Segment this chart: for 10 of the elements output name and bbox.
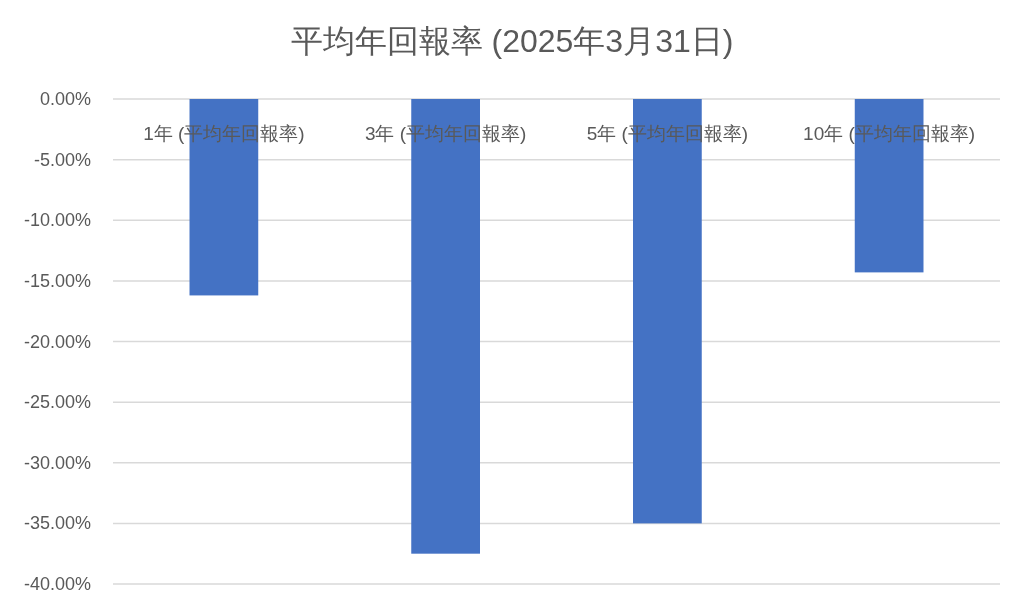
y-tick-label: -35.00% (23, 513, 91, 534)
y-tick-label: -25.00% (23, 392, 91, 413)
y-tick-label: -15.00% (23, 270, 91, 291)
y-tick-label: 0.00% (39, 89, 91, 109)
y-tick-label: -5.00% (33, 149, 91, 170)
y-tick-label: -30.00% (23, 452, 91, 473)
y-tick-label: -40.00% (23, 574, 91, 594)
y-tick-label: -10.00% (23, 210, 91, 231)
chart-title: 平均年回報率 (2025年3月31日) (290, 23, 734, 59)
y-tick-label: -20.00% (23, 331, 91, 352)
